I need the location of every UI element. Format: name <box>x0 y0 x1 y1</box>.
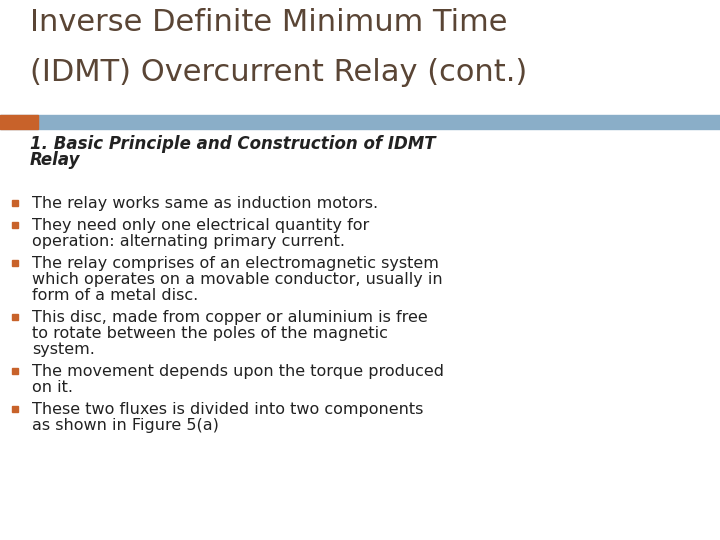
Text: system.: system. <box>32 342 95 357</box>
Text: operation: alternating primary current.: operation: alternating primary current. <box>32 234 345 249</box>
Bar <box>12 368 18 374</box>
Text: which operates on a movable conductor, usually in: which operates on a movable conductor, u… <box>32 272 443 287</box>
Bar <box>12 406 18 412</box>
Bar <box>0 115 720 129</box>
Text: as shown in Figure 5(a): as shown in Figure 5(a) <box>32 418 219 433</box>
Text: The relay works same as induction motors.: The relay works same as induction motors… <box>32 196 378 211</box>
Text: The relay comprises of an electromagnetic system: The relay comprises of an electromagneti… <box>32 256 439 271</box>
Bar <box>12 222 18 228</box>
Text: form of a metal disc.: form of a metal disc. <box>32 288 198 303</box>
Text: Inverse Definite Minimum Time: Inverse Definite Minimum Time <box>30 8 508 37</box>
Text: to rotate between the poles of the magnetic: to rotate between the poles of the magne… <box>32 326 388 341</box>
Text: The movement depends upon the torque produced: The movement depends upon the torque pro… <box>32 364 444 379</box>
Text: They need only one electrical quantity for: They need only one electrical quantity f… <box>32 218 369 233</box>
Bar <box>12 260 18 266</box>
Bar <box>12 200 18 206</box>
Text: on it.: on it. <box>32 380 73 395</box>
Bar <box>0 115 38 129</box>
Text: (IDMT) Overcurrent Relay (cont.): (IDMT) Overcurrent Relay (cont.) <box>30 58 527 87</box>
Text: These two fluxes is divided into two components: These two fluxes is divided into two com… <box>32 402 423 417</box>
Text: 1. Basic Principle and Construction of IDMT: 1. Basic Principle and Construction of I… <box>30 135 436 153</box>
Text: Relay: Relay <box>30 151 81 169</box>
Text: This disc, made from copper or aluminium is free: This disc, made from copper or aluminium… <box>32 310 428 325</box>
Bar <box>12 314 18 320</box>
